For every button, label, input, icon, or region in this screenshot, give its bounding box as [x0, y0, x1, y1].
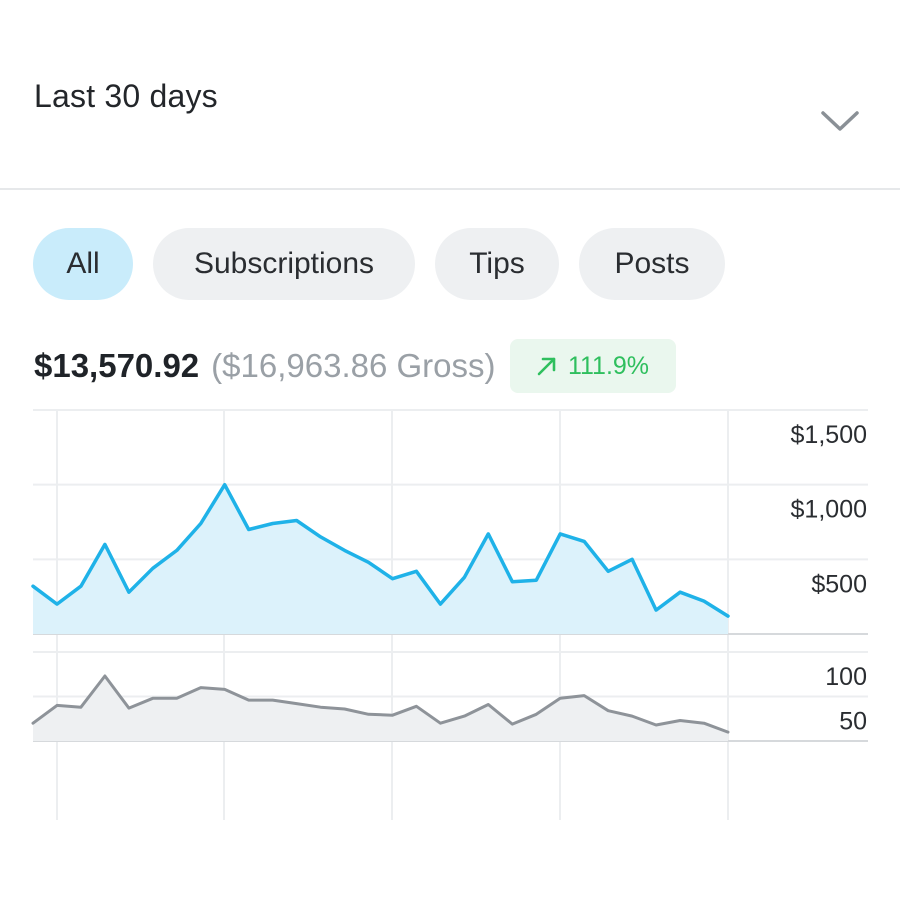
earnings-summary: $13,570.92 ($16,963.86 Gross) 111.9%	[34, 339, 676, 393]
filter-chip-all[interactable]: All	[33, 228, 133, 300]
net-earnings: $13,570.92	[34, 347, 200, 384]
y-tick-label: $500	[811, 570, 867, 598]
gross-earnings: ($16,963.86 Gross)	[211, 347, 496, 384]
change-value: 111.9%	[567, 351, 650, 380]
period-label: Last 30 days	[34, 78, 218, 114]
chart-areas	[31, 482, 730, 741]
y-tick-label: 100	[825, 663, 867, 691]
earnings-chart: $1,500 $1,000 $500 100 50	[31, 409, 868, 820]
period-selector[interactable]: Last 30 days	[0, 0, 900, 190]
earnings-area-fill	[33, 484, 728, 634]
count-series-line	[31, 674, 730, 734]
change-badge: 111.9%	[509, 339, 676, 393]
filter-chip-tips[interactable]: Tips	[435, 228, 559, 300]
trend-up-arrow-icon	[537, 357, 556, 376]
y-tick-label: $1,000	[791, 496, 867, 524]
count-area-fill	[33, 676, 728, 741]
earnings-series-line	[31, 482, 730, 618]
filter-chips: All Subscriptions Tips Posts	[33, 228, 725, 300]
filter-chip-posts[interactable]: Posts	[579, 228, 725, 300]
chart-axis-labels: $1,500 $1,000 $500 100 50	[791, 421, 867, 736]
filter-chip-subscriptions[interactable]: Subscriptions	[153, 228, 415, 300]
y-tick-label: $1,500	[791, 421, 867, 449]
y-tick-label: 50	[839, 708, 867, 736]
chevron-down-icon[interactable]	[818, 106, 862, 136]
